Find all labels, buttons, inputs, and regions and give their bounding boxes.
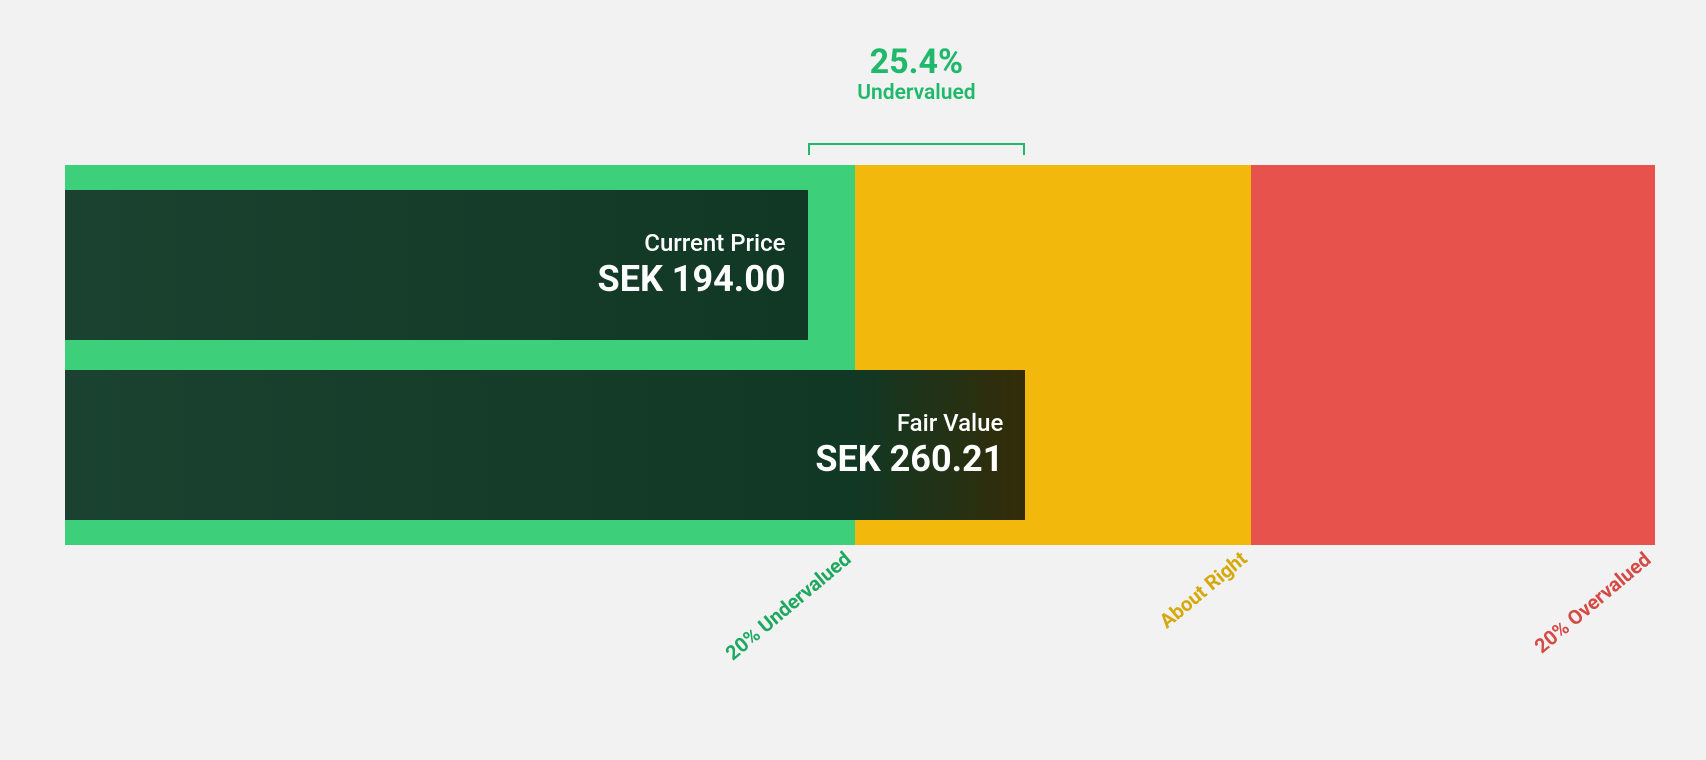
current-price-label: Current Price <box>644 229 785 258</box>
axis-label-about-right: About Right <box>1155 546 1252 633</box>
axis-label-overvalued: 20% Overvalued <box>1529 547 1655 658</box>
undervalued-callout: 25.4%Undervalued <box>808 44 1026 107</box>
zone-overvalued <box>1251 165 1655 545</box>
callout-bracket-tick-left <box>808 143 810 155</box>
fair-value-bar: Fair ValueSEK 260.21 <box>65 370 1025 520</box>
undervalued-word: Undervalued <box>808 81 1026 106</box>
callout-bracket-line <box>808 143 1026 145</box>
current-price-bar: Current PriceSEK 194.00 <box>65 190 808 340</box>
valuation-chart: Current PriceSEK 194.00 Fair ValueSEK 260… <box>65 165 1655 545</box>
current-price-value: SEK 194.00 <box>598 258 786 301</box>
undervalued-pct: 25.4% <box>808 44 1026 81</box>
axis-label-undervalued: 20% Undervalued <box>720 547 855 666</box>
fair-value-label: Fair Value <box>897 409 1004 438</box>
callout-bracket-tick-right <box>1023 143 1025 155</box>
fair-value-value: SEK 260.21 <box>815 438 1003 481</box>
